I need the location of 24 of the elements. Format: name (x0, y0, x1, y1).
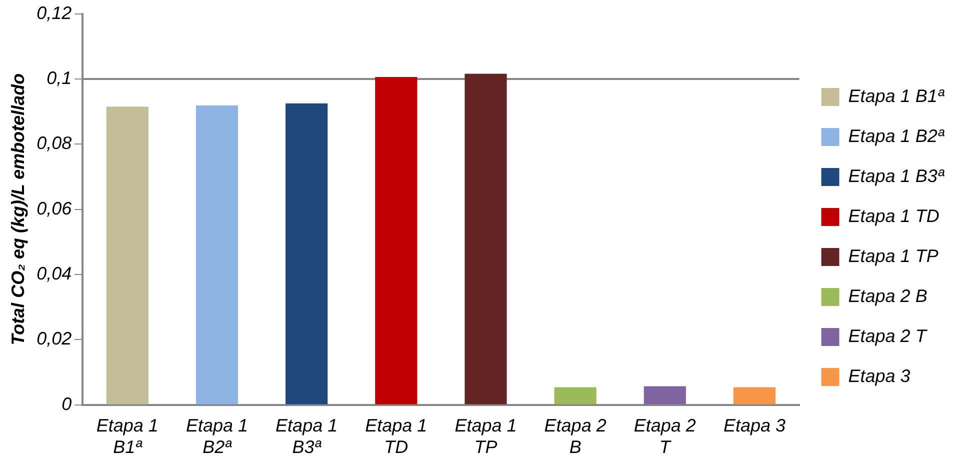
legend-label: Etapa 2 B (848, 286, 928, 306)
legend-label: Etapa 1 TP (848, 246, 938, 266)
y-axis-title: Total CO₂ eq (kg)/L embotellado (8, 73, 28, 346)
x-tick-label: Etapa 2 T (634, 416, 696, 458)
legend-label: Etapa 1 B3ª (848, 166, 946, 186)
x-tick-label: Etapa 2 B (544, 416, 606, 458)
x-tick-label: Etapa 1 TD (365, 416, 428, 458)
legend-label: Etapa 1 B2ª (848, 126, 946, 146)
legend-label: Etapa 2 T (848, 326, 928, 346)
y-tick-label: 0,04 (36, 263, 72, 284)
y-tick-label: 0,08 (36, 133, 72, 154)
x-tick-label: Etapa 1 TP (454, 416, 517, 458)
y-tick-label: 0,1 (46, 68, 72, 88)
y-tick-label: 0 (62, 394, 72, 414)
legend-label: Etapa 1 B1ª (848, 86, 946, 106)
y-tick-label: 0,06 (36, 198, 73, 218)
legend-label: Etapa 1 TD (848, 206, 940, 226)
y-tick-label: 0,02 (36, 328, 72, 349)
legend-label: Etapa 3 (848, 366, 910, 386)
x-tick-label: Etapa 1 B3ª (276, 416, 338, 458)
x-tick-label: Etapa 1 B2ª (186, 416, 248, 458)
x-tick-label: Etapa 3 (723, 416, 786, 436)
y-tick-label: 0,12 (36, 2, 72, 23)
x-tick-label: Etapa 1 B1ª (96, 416, 158, 458)
